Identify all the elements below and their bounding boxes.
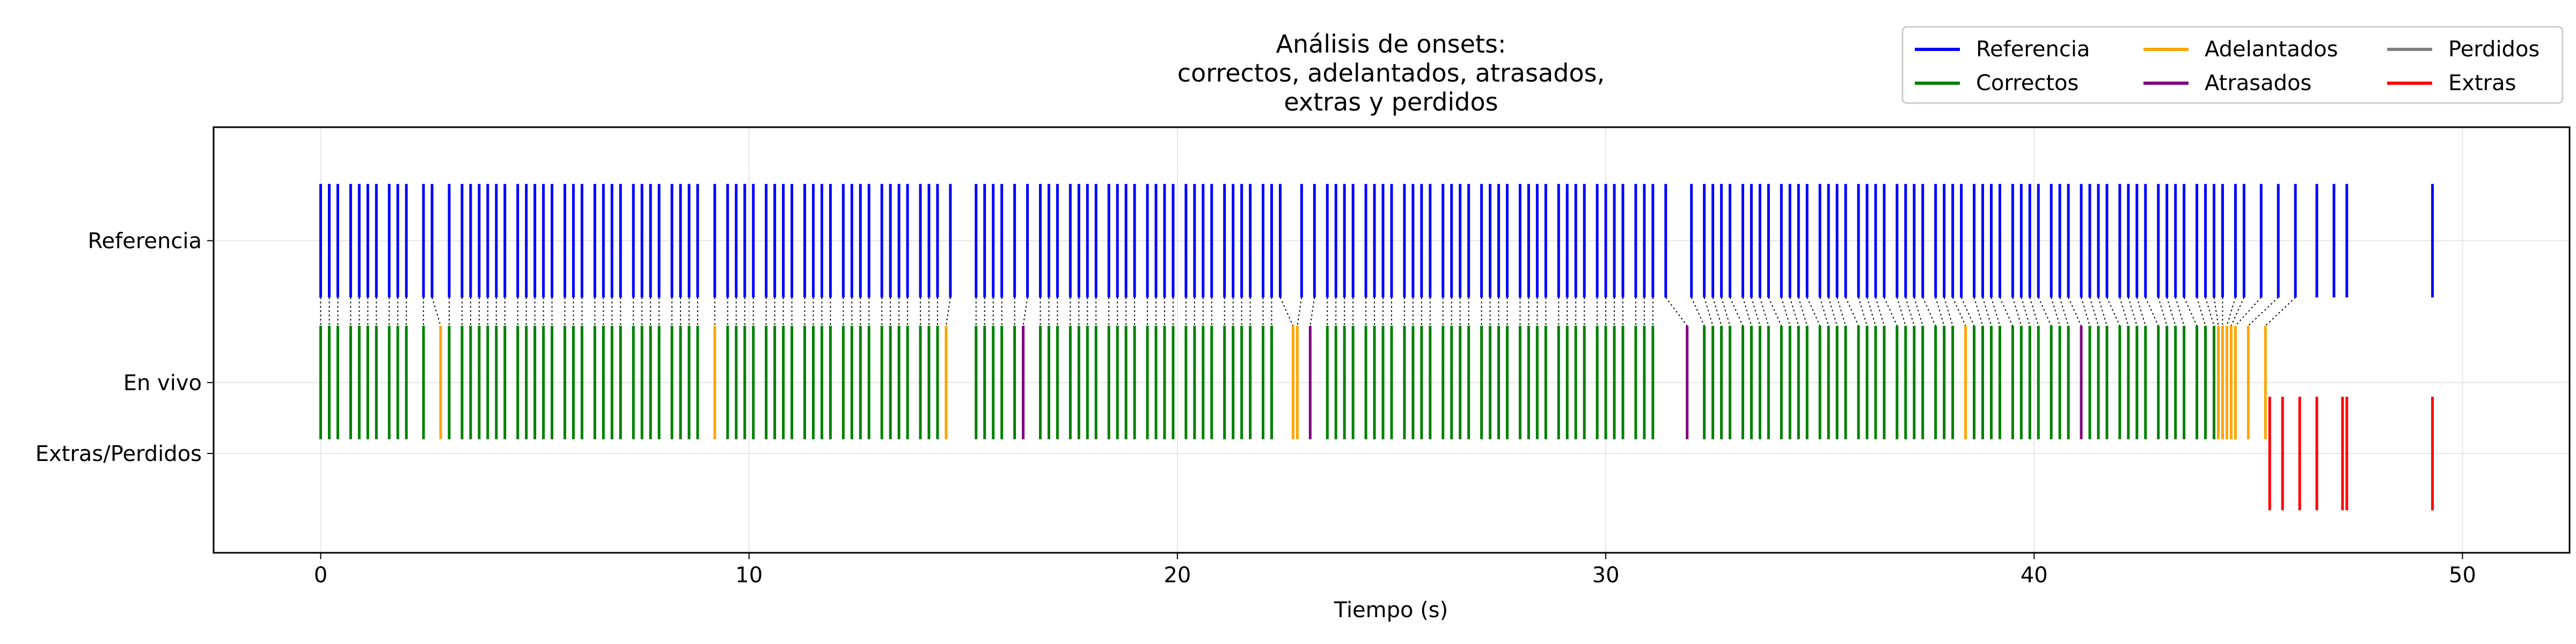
match-line: [2157, 297, 2168, 326]
match-line: [2226, 297, 2236, 326]
match-line: [1665, 297, 1688, 326]
match-line: [1922, 297, 1936, 326]
match-line: [2021, 297, 2031, 326]
legend-label-referencia: Referencia: [1976, 37, 2090, 62]
x-tick-label: 40: [2021, 563, 2048, 588]
y-tick-label-reference: Referencia: [88, 229, 202, 253]
match-line: [2127, 297, 2138, 326]
match-line: [2145, 297, 2159, 326]
match-line: [2136, 297, 2146, 326]
x-tick-label: 10: [735, 563, 763, 588]
match-line: [2038, 297, 2052, 326]
match-line: [1883, 297, 1898, 326]
match-line: [2265, 297, 2296, 326]
match-line: [1297, 297, 1302, 326]
match-line: [1721, 297, 1731, 326]
match-line: [1867, 297, 1876, 326]
match-line: [2119, 297, 2129, 326]
match-line: [1789, 297, 1799, 326]
match-line: [1999, 297, 2014, 326]
match-line: [1875, 297, 1885, 326]
match-line: [1960, 297, 1975, 326]
match-line: [1836, 297, 1847, 326]
match-line: [2106, 297, 2120, 326]
match-line: [1798, 297, 1808, 326]
match-line: [1952, 297, 1966, 326]
match-line: [1913, 297, 1923, 326]
match-line: [1828, 297, 1838, 326]
x-tick-label: 0: [314, 563, 327, 588]
match-line: [2081, 297, 2090, 326]
match-line: [1896, 297, 1906, 326]
match-line: [1806, 297, 1821, 326]
match-line: [2213, 297, 2219, 326]
match-line: [1819, 297, 1829, 326]
match-line: [2205, 297, 2215, 326]
match-line: [1935, 297, 1945, 326]
chart-title-line-3: extras y perdidos: [1284, 87, 1498, 116]
y-tick-label-live: En vivo: [123, 371, 202, 396]
match-line: [2068, 297, 2082, 326]
match-line: [1973, 297, 1984, 326]
match-line: [2248, 297, 2279, 326]
match-line: [1751, 297, 1761, 326]
match-line: [1990, 297, 2001, 326]
match-line: [1845, 297, 1859, 326]
match-line: [1905, 297, 1915, 326]
legend: Referencia Correctos Adelantados Atrasad…: [1901, 26, 2564, 104]
match-line: [431, 297, 441, 326]
match-line: [1781, 297, 1791, 326]
match-line: [2230, 297, 2245, 326]
match-line: [945, 297, 951, 326]
event-marks: [319, 184, 2434, 510]
match-line: [2183, 297, 2198, 326]
axes: 0 10 20 30 40 50 Referencia En vivo Extras/Perdi…: [35, 229, 2476, 588]
y-tick-label-extras_missed: Extras/Perdidos: [35, 442, 202, 466]
legend-label-perdidos: Perdidos: [2448, 37, 2540, 62]
match-line: [1279, 297, 1294, 326]
match-line: [2012, 297, 2022, 326]
match-line: [2089, 297, 2099, 326]
legend-label-correctos: Correctos: [1976, 71, 2079, 96]
match-line: [1943, 297, 1953, 326]
legend-label-extras: Extras: [2448, 71, 2516, 96]
match-line: [2098, 297, 2107, 326]
match-line: [1703, 297, 1714, 326]
match-line: [2029, 297, 2039, 326]
legend-label-adelantados: Adelantados: [2205, 37, 2338, 62]
match-line: [1759, 297, 1769, 326]
match-line: [2051, 297, 2061, 326]
chart-title-line-1: Análisis de onsets:: [1276, 30, 1506, 58]
match-line: [1982, 297, 1992, 326]
match-line: [1858, 297, 1868, 326]
match-line: [2166, 297, 2176, 326]
match-line: [2175, 297, 2185, 326]
match-line: [1729, 297, 1744, 326]
grid: [214, 127, 2570, 553]
match-line: [1742, 297, 1752, 326]
chart-title-line-2: correctos, adelantados, atrasados,: [1177, 58, 1605, 87]
x-tick-label: 20: [1163, 563, 1191, 588]
x-axis-label: Tiempo (s): [1334, 598, 1448, 623]
x-tick-label: 30: [1592, 563, 1620, 588]
match-lines: [320, 297, 2296, 326]
match-line: [1768, 297, 1782, 326]
chart-title: Análisis de onsets: correctos, adelantad…: [1177, 30, 1605, 116]
match-line: [1309, 297, 1315, 326]
legend-label-atrasados: Atrasados: [2205, 71, 2311, 96]
x-tick-label: 50: [2449, 563, 2476, 588]
match-line: [1712, 297, 1722, 326]
match-line: [1022, 297, 1028, 326]
match-line: [2059, 297, 2069, 326]
plot-frame: [213, 126, 2571, 554]
match-line: [1690, 297, 1705, 326]
match-line: [2196, 297, 2206, 326]
